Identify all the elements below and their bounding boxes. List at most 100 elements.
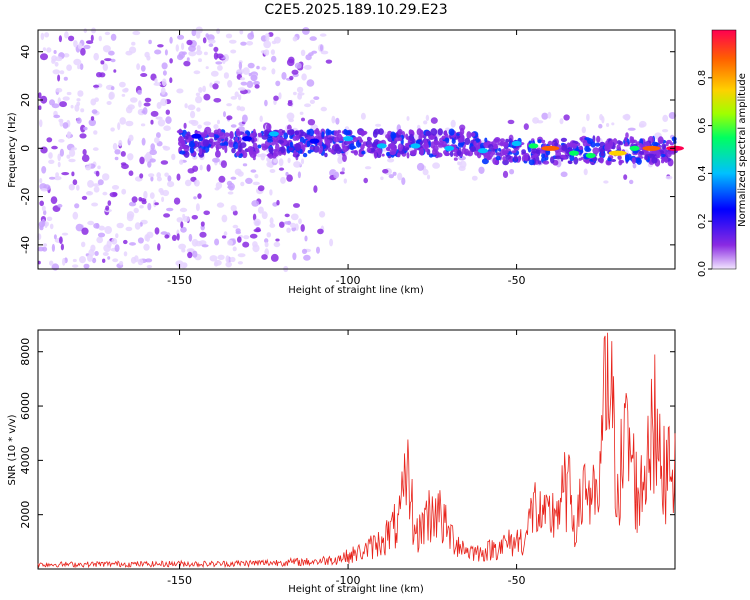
noise-speckle: [236, 105, 241, 111]
noise-speckle: [186, 57, 190, 62]
noise-speckle: [87, 180, 94, 188]
noise-speckle: [341, 167, 345, 172]
noise-speckle: [62, 96, 70, 101]
noise-speckle: [134, 222, 141, 230]
band-speckle: [437, 143, 444, 148]
y-tick-label: 40: [19, 45, 32, 59]
noise-speckle: [256, 153, 262, 158]
band-speckle: [361, 130, 368, 135]
band-speckle: [333, 130, 340, 137]
band-speckle: [605, 143, 612, 150]
noise-speckle: [164, 172, 169, 177]
noise-speckle: [40, 188, 48, 192]
noise-speckle: [66, 154, 71, 159]
noise-speckle: [240, 41, 247, 46]
band-speckle: [488, 143, 494, 150]
noise-speckle: [250, 74, 258, 82]
noise-speckle: [136, 63, 141, 70]
band-speckle: [464, 137, 471, 145]
noise-speckle: [221, 235, 227, 239]
noise-speckle: [303, 254, 311, 261]
noise-speckle: [57, 74, 61, 82]
noise-speckle: [319, 44, 324, 52]
noise-speckle: [559, 118, 564, 125]
noise-speckle: [217, 65, 223, 71]
noise-speckle: [300, 158, 305, 165]
band-speckle: [500, 138, 505, 143]
band-speckle: [639, 151, 645, 155]
signal-point: [629, 145, 640, 151]
band-speckle: [349, 143, 355, 151]
noise-speckle: [140, 123, 146, 127]
noise-speckle: [53, 176, 62, 181]
noise-speckle: [536, 120, 544, 124]
noise-speckle: [114, 244, 120, 253]
x-tick-label: -50: [508, 274, 526, 287]
noise-speckle: [286, 227, 291, 233]
noise-speckle: [196, 107, 201, 112]
noise-speckle: [264, 99, 268, 107]
noise-speckle: [210, 70, 219, 77]
noise-speckle: [110, 86, 115, 91]
noise-speckle: [240, 81, 248, 86]
band-speckle: [541, 139, 546, 144]
noise-speckle: [162, 189, 170, 197]
band-speckle: [294, 130, 300, 136]
noise-speckle: [316, 246, 320, 254]
band-speckle: [484, 137, 488, 143]
noise-speckle: [43, 210, 47, 216]
noise-speckle: [276, 199, 280, 206]
noise-speckle: [75, 223, 84, 232]
noise-speckle: [120, 162, 127, 166]
noise-speckle: [176, 88, 184, 94]
band-speckle: [572, 143, 577, 149]
noise-speckle: [289, 75, 294, 81]
noise-speckle: [192, 250, 198, 258]
noise-speckle: [110, 58, 116, 63]
noise-speckle: [287, 157, 291, 164]
noise-speckle: [266, 232, 272, 238]
band-speckle: [436, 152, 443, 158]
band-speckle: [579, 137, 583, 141]
band-speckle: [539, 149, 545, 154]
band-speckle: [394, 137, 400, 142]
noise-speckle: [91, 202, 99, 207]
band-speckle: [189, 146, 195, 154]
noise-speckle: [311, 50, 318, 54]
noise-speckle: [73, 40, 78, 48]
noise-speckle: [299, 111, 304, 116]
noise-speckle: [112, 192, 118, 197]
band-speckle: [505, 154, 512, 160]
noise-speckle: [140, 73, 148, 77]
noise-speckle: [59, 236, 63, 244]
noise-speckle: [138, 197, 143, 202]
noise-speckle: [64, 31, 69, 39]
noise-speckle: [76, 117, 82, 124]
band-speckle: [656, 150, 661, 159]
noise-speckle: [48, 159, 55, 164]
noise-speckle: [92, 147, 99, 151]
noise-speckle: [225, 33, 233, 39]
noise-speckle: [141, 137, 146, 146]
band-speckle: [660, 153, 666, 158]
noise-speckle: [294, 62, 302, 69]
noise-speckle: [148, 39, 152, 45]
noise-speckle: [388, 174, 394, 179]
band-speckle: [381, 153, 385, 157]
noise-speckle: [104, 226, 112, 234]
band-speckle: [531, 148, 538, 154]
band-speckle: [428, 136, 435, 140]
noise-speckle: [150, 119, 154, 125]
band-speckle: [457, 137, 463, 143]
noise-speckle: [130, 256, 137, 264]
signal-point: [343, 136, 354, 142]
noise-speckle: [232, 210, 238, 216]
band-speckle: [263, 129, 269, 136]
noise-speckle: [139, 156, 145, 165]
figure-title: C2E5.2025.189.10.29.E23: [264, 2, 447, 18]
noise-speckle: [51, 145, 58, 150]
noise-speckle: [269, 189, 273, 196]
noise-speckle: [627, 127, 636, 131]
noise-speckle: [246, 41, 254, 46]
band-speckle: [288, 147, 294, 151]
